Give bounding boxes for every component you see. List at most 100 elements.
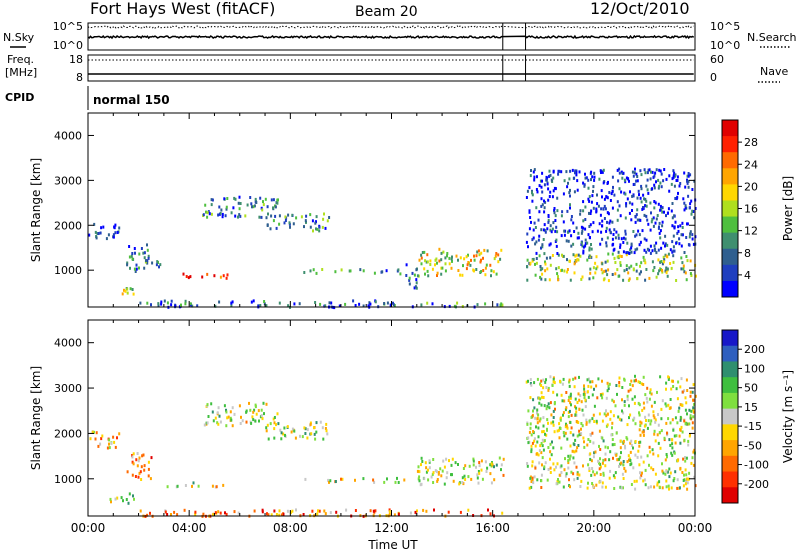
- echo-cell: [403, 478, 406, 482]
- echo-cell: [614, 471, 617, 475]
- echo-cell: [298, 302, 301, 306]
- echo-cell: [662, 179, 665, 183]
- echo-cell: [562, 377, 565, 381]
- echo-cell: [426, 260, 429, 264]
- echo-cell: [567, 415, 570, 419]
- echo-cell: [480, 468, 483, 472]
- echo-cell: [252, 418, 255, 422]
- echo-cell: [475, 465, 477, 469]
- echo-cell: [655, 180, 657, 184]
- echo-cell: [241, 419, 244, 423]
- echo-cell: [615, 431, 618, 435]
- echo-cell: [529, 476, 532, 480]
- echo-cell: [114, 497, 117, 501]
- echo-cell: [638, 428, 641, 432]
- echo-cell: [624, 192, 627, 196]
- echo-cell: [420, 256, 423, 260]
- echo-cell: [556, 230, 559, 234]
- echo-cell: [250, 300, 253, 304]
- echo-cell: [641, 408, 644, 412]
- echo-cell: [420, 303, 423, 307]
- colorbar-tick-label: 28: [744, 136, 758, 149]
- echo-cell: [601, 237, 604, 241]
- echo-cell: [633, 182, 636, 186]
- echo-cell: [253, 509, 256, 513]
- echo-cell: [426, 269, 429, 273]
- echo-cell: [477, 481, 480, 485]
- echo-cell: [578, 375, 580, 379]
- echo-cell: [609, 219, 612, 223]
- echo-cell: [683, 208, 686, 212]
- echo-cell: [673, 434, 676, 438]
- echo-cell: [480, 459, 483, 463]
- echo-cell: [641, 207, 644, 211]
- echo-cell: [562, 192, 565, 196]
- echo-cell: [93, 222, 96, 226]
- echo-cell: [219, 211, 222, 215]
- echo-cell: [299, 434, 301, 438]
- echo-cell: [687, 172, 690, 175]
- echo-cell: [567, 466, 570, 470]
- echo-cell: [614, 236, 617, 240]
- echo-cell: [583, 387, 586, 391]
- echo-cell: [558, 473, 561, 477]
- echo-cell: [300, 215, 303, 219]
- echo-cell: [601, 262, 604, 266]
- colorbar-swatch: [722, 184, 738, 201]
- echo-cell: [542, 228, 545, 232]
- echo-cell: [617, 250, 620, 254]
- echo-cell: [225, 424, 228, 428]
- echo-cell: [577, 444, 580, 447]
- echo-cell: [687, 243, 690, 247]
- echo-cell: [476, 250, 479, 254]
- colorbar-frame: [721, 329, 739, 504]
- echo-cell: [544, 461, 547, 465]
- echo-cell: [676, 231, 679, 235]
- echo-cell: [452, 479, 455, 483]
- echo-cell: [689, 272, 692, 275]
- echo-cell: [674, 441, 677, 445]
- echo-cell: [657, 178, 660, 182]
- echo-cell: [490, 462, 493, 466]
- echo-cell: [211, 198, 214, 202]
- echo-cell: [569, 401, 572, 405]
- echo-cell: [166, 301, 169, 305]
- echo-cell: [276, 201, 279, 205]
- echo-cell: [564, 408, 567, 412]
- echo-cell: [618, 464, 620, 468]
- echo-cell: [206, 272, 209, 276]
- echo-cell: [325, 422, 328, 426]
- colorbar-tick-label: 8: [744, 247, 751, 260]
- echo-cell: [467, 261, 470, 264]
- echo-cell: [530, 169, 532, 172]
- echo-cell: [599, 479, 602, 483]
- echo-cell: [478, 253, 481, 257]
- echo-cell: [114, 231, 117, 235]
- echo-cell: [498, 456, 501, 460]
- echo-cell: [146, 248, 149, 252]
- echo-cell: [676, 486, 679, 490]
- echo-cell: [482, 269, 485, 272]
- echo-cell: [229, 410, 232, 414]
- echo-cell: [542, 396, 545, 399]
- echo-cell: [559, 416, 562, 420]
- echo-cell: [457, 269, 460, 272]
- echo-cell: [543, 199, 545, 203]
- echo-cell: [430, 475, 433, 479]
- echo-cell: [670, 486, 673, 490]
- echo-cell: [575, 465, 578, 469]
- echo-cell: [583, 183, 586, 187]
- echo-cell: [183, 508, 186, 512]
- echo-cell: [530, 485, 533, 489]
- echo-cell: [213, 274, 216, 278]
- echo-cell: [654, 418, 657, 422]
- echo-cell: [689, 394, 692, 398]
- echo-cell: [428, 466, 431, 470]
- echo-cell: [560, 446, 563, 450]
- echo-cell: [537, 218, 540, 222]
- echo-cell: [576, 472, 579, 476]
- echo-cell: [541, 243, 544, 247]
- echo-cell: [681, 226, 684, 229]
- echo-cell: [330, 301, 333, 305]
- echo-cell: [105, 237, 108, 241]
